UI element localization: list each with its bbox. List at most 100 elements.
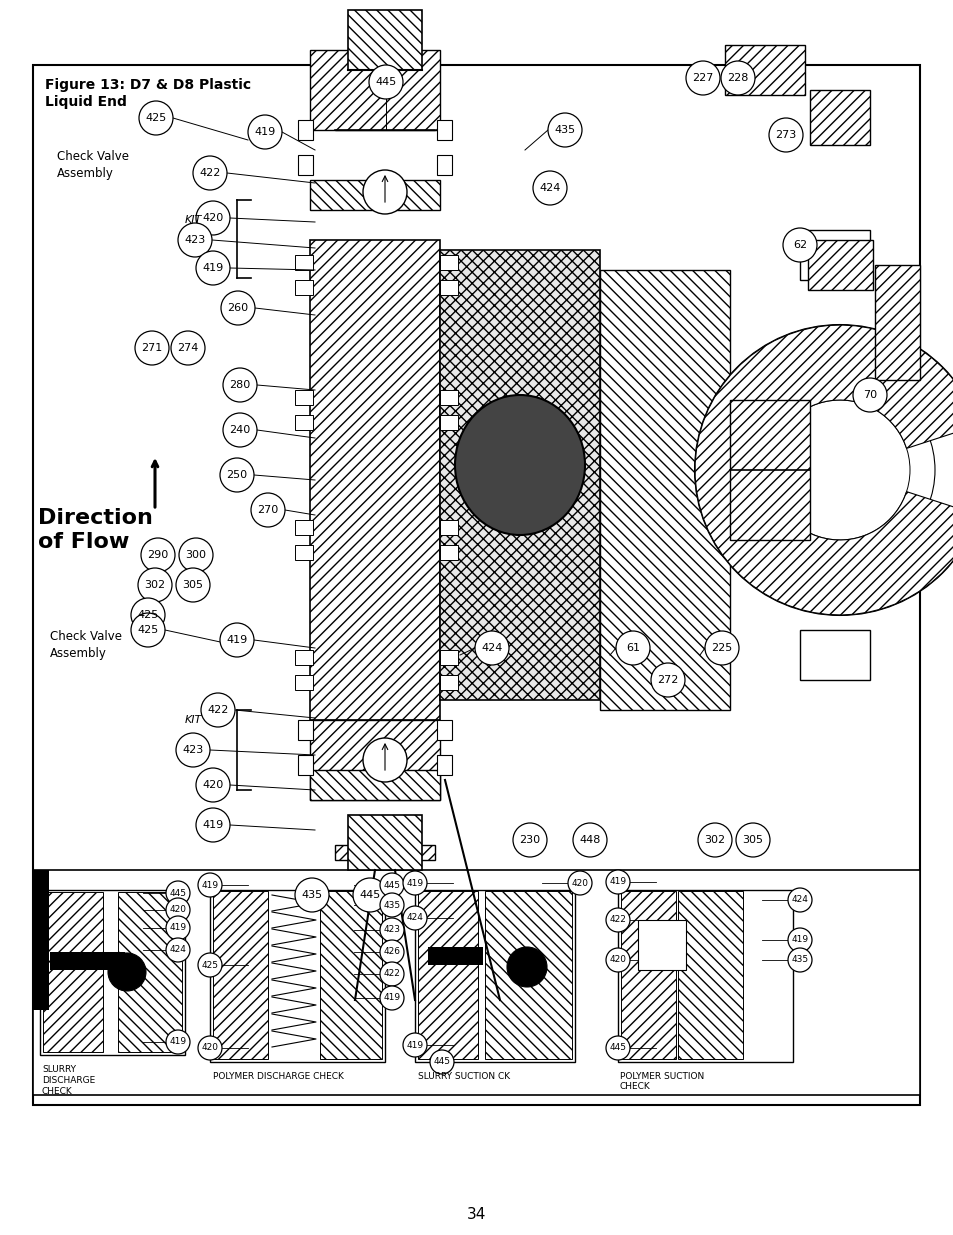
Bar — [40, 890, 185, 1055]
Bar — [439, 390, 457, 405]
Bar — [729, 400, 809, 540]
Circle shape — [573, 823, 606, 857]
Bar — [618, 890, 792, 1062]
Bar — [294, 676, 313, 690]
Bar — [294, 415, 313, 430]
Text: 420: 420 — [202, 212, 223, 224]
Text: SLURRY
DISCHARGE
CHECK: SLURRY DISCHARGE CHECK — [42, 1065, 95, 1095]
Bar — [439, 280, 457, 295]
Circle shape — [195, 251, 230, 285]
Circle shape — [605, 869, 629, 894]
Text: 272: 272 — [657, 676, 678, 685]
Bar — [297, 720, 313, 740]
Text: 423: 423 — [383, 925, 400, 935]
Circle shape — [787, 927, 811, 952]
Bar — [319, 890, 381, 1058]
Text: 274: 274 — [177, 343, 198, 353]
Text: 228: 228 — [726, 73, 748, 83]
Bar — [439, 545, 457, 559]
Circle shape — [430, 1050, 454, 1074]
Text: 445: 445 — [375, 77, 396, 86]
Bar — [294, 545, 313, 559]
Circle shape — [379, 940, 403, 965]
Circle shape — [166, 916, 190, 940]
Circle shape — [135, 331, 169, 366]
Bar — [335, 70, 435, 130]
Text: 419: 419 — [202, 820, 223, 830]
Text: 300: 300 — [185, 550, 206, 559]
Text: 305: 305 — [741, 835, 762, 845]
Circle shape — [251, 493, 285, 527]
Circle shape — [787, 888, 811, 911]
Text: 419: 419 — [383, 993, 400, 1003]
Bar — [297, 120, 313, 140]
Text: 273: 273 — [775, 130, 796, 140]
Text: 445: 445 — [170, 888, 186, 898]
Circle shape — [513, 823, 546, 857]
Bar — [33, 869, 919, 1095]
Circle shape — [605, 908, 629, 932]
Bar — [428, 947, 482, 965]
Circle shape — [720, 61, 754, 95]
Text: SLURRY SUCTION CK: SLURRY SUCTION CK — [417, 1072, 510, 1081]
Circle shape — [379, 873, 403, 897]
Bar — [415, 890, 575, 1062]
Bar — [213, 890, 268, 1058]
Text: 419: 419 — [202, 263, 223, 273]
Bar — [33, 869, 49, 1010]
Text: 419: 419 — [609, 878, 626, 887]
Text: 419: 419 — [170, 1037, 187, 1046]
Text: 435: 435 — [383, 900, 400, 909]
Circle shape — [198, 953, 222, 977]
Circle shape — [223, 368, 256, 403]
Circle shape — [704, 631, 739, 664]
Circle shape — [363, 170, 407, 214]
Text: Figure 13: D7 & D8 Plastic: Figure 13: D7 & D8 Plastic — [45, 78, 251, 91]
Text: 424: 424 — [791, 895, 807, 904]
Bar — [294, 650, 313, 664]
Bar — [638, 920, 685, 969]
Circle shape — [650, 663, 684, 697]
Bar — [620, 890, 676, 1058]
Text: 302: 302 — [144, 580, 166, 590]
Bar — [294, 280, 313, 295]
Bar — [436, 120, 452, 140]
Text: 420: 420 — [202, 781, 223, 790]
Circle shape — [139, 101, 172, 135]
Circle shape — [131, 598, 165, 632]
Text: 426: 426 — [383, 947, 400, 956]
Text: 250: 250 — [226, 471, 247, 480]
Text: 70: 70 — [862, 390, 876, 400]
Circle shape — [179, 538, 213, 572]
Text: 424: 424 — [481, 643, 502, 653]
Circle shape — [363, 739, 407, 782]
Circle shape — [131, 613, 165, 647]
Text: KIT: KIT — [185, 215, 202, 225]
Text: 240: 240 — [229, 425, 251, 435]
Text: Check Valve
Assembly: Check Valve Assembly — [57, 149, 129, 180]
Circle shape — [221, 291, 254, 325]
Bar — [310, 769, 439, 800]
Circle shape — [567, 871, 592, 895]
Text: 422: 422 — [207, 705, 229, 715]
Bar — [294, 390, 313, 405]
Text: Direction
of Flow: Direction of Flow — [38, 509, 152, 552]
Text: 445: 445 — [433, 1057, 450, 1067]
Bar — [43, 892, 103, 1052]
Bar — [439, 676, 457, 690]
Circle shape — [166, 939, 190, 962]
Circle shape — [547, 112, 581, 147]
Circle shape — [605, 1036, 629, 1060]
Circle shape — [193, 156, 227, 190]
Bar — [436, 156, 452, 175]
Circle shape — [695, 325, 953, 615]
Text: 435: 435 — [791, 956, 808, 965]
Text: 435: 435 — [554, 125, 575, 135]
Text: 230: 230 — [518, 835, 540, 845]
Circle shape — [166, 881, 190, 905]
Circle shape — [166, 898, 190, 923]
Bar — [297, 156, 313, 175]
Bar — [809, 90, 869, 144]
Bar — [348, 815, 421, 869]
Text: 419: 419 — [170, 924, 187, 932]
